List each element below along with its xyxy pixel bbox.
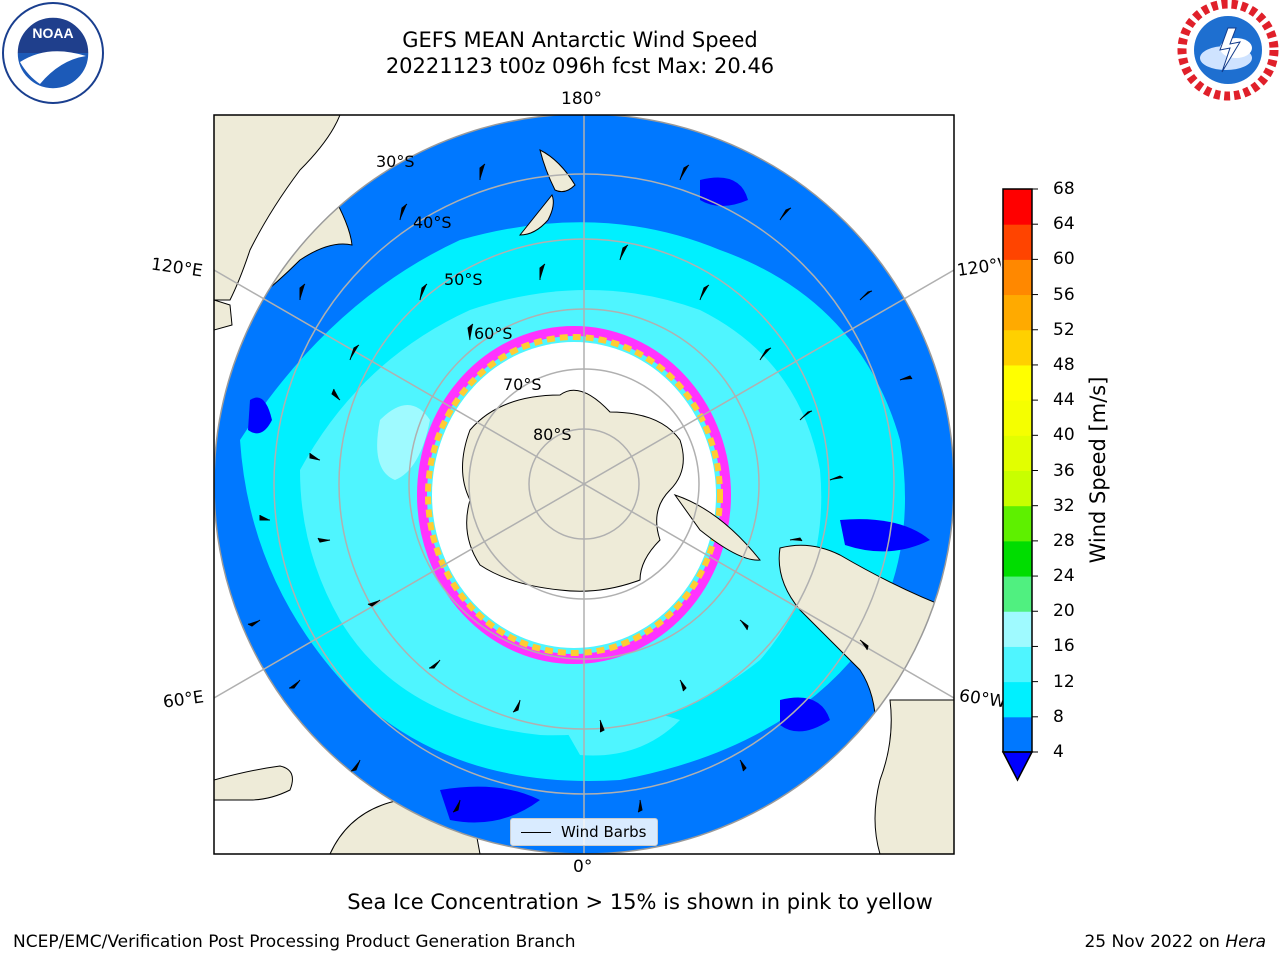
wind-barbs xyxy=(247,163,913,813)
colorbar-segment xyxy=(1003,611,1032,647)
colorbar-tick-label: 4 xyxy=(1053,742,1064,762)
colorbar-tick-label: 20 xyxy=(1053,601,1075,622)
colorbar-tick-label: 16 xyxy=(1053,636,1075,657)
nws-logo-icon xyxy=(1177,0,1279,101)
legend-label: Wind Barbs xyxy=(561,823,647,841)
colorbar-segment xyxy=(1003,646,1032,683)
credit-right: 25 Nov 2022 on Hera xyxy=(1084,932,1266,952)
colorbar-label: Wind Speed [m/s] xyxy=(1086,376,1110,564)
credit-left: NCEP/EMC/Verification Post Processing Pr… xyxy=(13,932,576,952)
colorbar-tick-label: 56 xyxy=(1053,284,1075,305)
colorbar-tick-label: 32 xyxy=(1053,495,1075,516)
colorbar-segment xyxy=(1003,224,1032,260)
colorbar-tick-label: 40 xyxy=(1053,425,1075,446)
noaa-logo-icon: NOAA xyxy=(2,2,104,104)
sea-ice-caption: Sea Ice Concentration > 15% is shown in … xyxy=(347,890,933,914)
map-subtitle: 20221123 t00z 096h fcst Max: 20.46 xyxy=(385,54,775,78)
colorbar-segment xyxy=(1003,400,1032,436)
colorbar-tick-label: 8 xyxy=(1053,706,1064,727)
colorbar-segment xyxy=(1003,294,1032,331)
colorbar-segment xyxy=(1003,435,1032,471)
map-frame xyxy=(213,114,955,855)
lat-label-50s: 50°S xyxy=(444,270,483,289)
colorbar-tick-label: 44 xyxy=(1053,390,1075,411)
wind-barbs-legend: Wind Barbs xyxy=(510,818,658,846)
colorbar-tick-label: 52 xyxy=(1053,319,1075,340)
colorbar-segment xyxy=(1003,716,1032,753)
colorbar-tick-label: 24 xyxy=(1053,566,1075,587)
credit-machine: Hera xyxy=(1225,932,1266,952)
lon-label-top: 180° xyxy=(561,89,602,109)
lat-label-80s: 80°S xyxy=(533,425,572,444)
colorbar-tick-label: 64 xyxy=(1053,214,1075,235)
colorbar-tick-label: 28 xyxy=(1053,530,1075,551)
colorbar-segment xyxy=(1003,470,1032,507)
colorbar-segment xyxy=(1003,681,1032,718)
colorbar-segment xyxy=(1003,540,1032,577)
colorbar-tick-label: 36 xyxy=(1053,460,1075,481)
lat-label-30s: 30°S xyxy=(376,152,415,171)
colorbar-tick-label: 68 xyxy=(1053,179,1075,199)
colorbar-under-arrow xyxy=(1001,751,1034,782)
colorbar-segment xyxy=(1003,329,1032,366)
colorbar-tick-label: 60 xyxy=(1053,249,1075,270)
noaa-logo-text: NOAA xyxy=(32,25,73,41)
lat-label-70s: 70°S xyxy=(503,375,542,394)
lat-label-40s: 40°S xyxy=(413,213,452,232)
legend-line-sample xyxy=(521,832,551,833)
colorbar-segment xyxy=(1003,576,1032,612)
colorbar-tick-label: 48 xyxy=(1053,354,1075,375)
colorbar-segment xyxy=(1003,259,1032,296)
colorbar-segment xyxy=(1003,189,1032,225)
colorbar-segment xyxy=(1003,364,1032,401)
colorbar-tick-label: 12 xyxy=(1053,671,1075,692)
map-title: GEFS MEAN Antarctic Wind Speed xyxy=(402,28,758,52)
graticule xyxy=(214,115,954,854)
lon-label-bottom: 0° xyxy=(573,857,593,877)
colorbar-segment xyxy=(1003,505,1032,542)
lat-label-60s: 60°S xyxy=(474,324,513,343)
credit-date: 25 Nov 2022 on xyxy=(1084,932,1226,952)
colorbar xyxy=(1001,188,1038,782)
